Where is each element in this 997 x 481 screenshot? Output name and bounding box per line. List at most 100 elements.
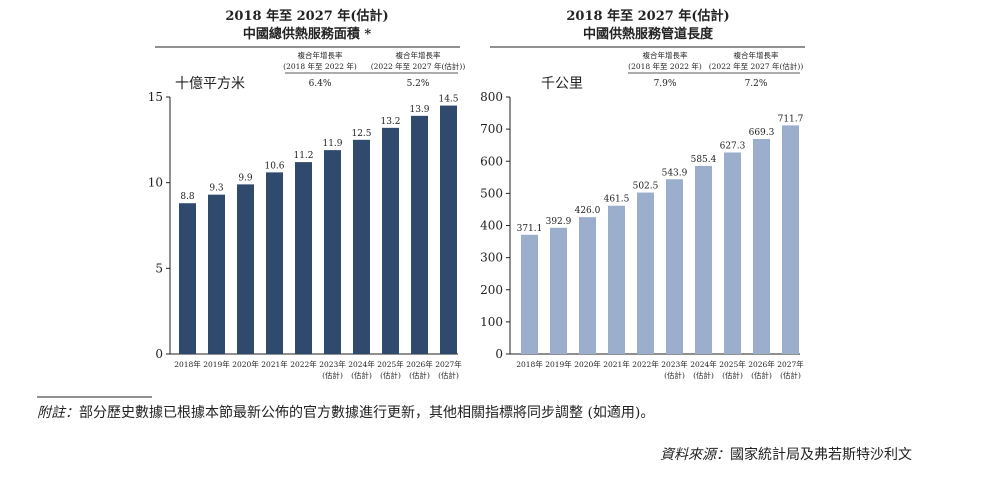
bar-2022年 <box>295 162 312 354</box>
bar-value-label: 8.8 <box>180 192 195 202</box>
x-tick-label: 2026年 <box>406 359 433 369</box>
bar-2026年 <box>411 115 428 354</box>
x-tick-sublabel: (估計) <box>722 370 743 380</box>
footnote-label: 附註： <box>37 405 79 421</box>
bar-value-label: 502.5 <box>633 182 659 192</box>
bar-2018年 <box>521 234 538 354</box>
cagr-label: 複合年增長率 <box>396 50 441 60</box>
y-tick-label: 700 <box>480 122 503 136</box>
cagr-value: 5.2% <box>407 79 430 89</box>
x-tick-label: 2020年 <box>232 359 259 369</box>
footnote: 附註：部分歷史數據已根據本節最新公佈的官方數據進行更新，其他相關指標將同步調整 … <box>37 402 654 422</box>
source-label: 資料來源： <box>660 447 730 463</box>
bar-value-label: 13.2 <box>380 117 400 127</box>
bar-value-label: 669.3 <box>749 128 775 138</box>
source-note: 資料來源：國家統計局及弗若斯特沙利文 <box>660 444 912 464</box>
bar-2020年 <box>237 184 254 354</box>
x-tick-label: 2026年 <box>748 359 775 369</box>
y-tick-label: 100 <box>480 315 503 329</box>
bar-value-label: 543.9 <box>662 168 688 178</box>
footnote-text: 部分歷史數據已根據本節最新公佈的官方數據進行更新，其他相關指標將同步調整 (如適… <box>79 405 655 421</box>
bar-2027年 <box>440 105 457 354</box>
bar-value-label: 711.7 <box>778 114 804 124</box>
bar-2026年 <box>753 138 770 354</box>
cagr-period: (2022 年至 2027 年(估計)) <box>709 61 804 71</box>
bar-value-label: 426.0 <box>575 206 601 216</box>
bar-value-label: 13.9 <box>409 105 429 115</box>
bar-2024年 <box>695 165 712 354</box>
x-tick-label: 2020年 <box>574 359 601 369</box>
y-tick-label: 600 <box>480 154 503 168</box>
bar-value-label: 585.4 <box>691 155 717 165</box>
x-tick-label: 2019年 <box>203 359 230 369</box>
bar-2018年 <box>179 203 196 354</box>
x-tick-sublabel: (估計) <box>780 370 801 380</box>
x-tick-label: 2021年 <box>603 359 630 369</box>
x-tick-sublabel: (估計) <box>438 370 459 380</box>
cagr-label: 複合年增長率 <box>298 50 343 60</box>
x-tick-sublabel: (估計) <box>693 370 714 380</box>
x-tick-sublabel: (估計) <box>380 370 401 380</box>
y-axis-unit-label: 千公里 <box>541 76 583 92</box>
bar-value-label: 627.3 <box>720 141 746 151</box>
bar-value-label: 10.6 <box>264 161 284 171</box>
cagr-value: 6.4% <box>309 79 332 89</box>
bar-2021年 <box>266 172 283 354</box>
source-text: 國家統計局及弗若斯特沙利文 <box>730 447 912 463</box>
bar-2021年 <box>608 205 625 354</box>
cagr-value: 7.9% <box>654 79 677 89</box>
y-tick-label: 0 <box>155 347 163 361</box>
bar-value-label: 371.1 <box>517 224 543 234</box>
y-tick-label: 500 <box>480 186 503 200</box>
bar-2019年 <box>550 227 567 354</box>
x-tick-sublabel: (估計) <box>351 370 372 380</box>
cagr-period: (2022 年至 2027 年(估計)) <box>371 61 466 71</box>
bar-value-label: 14.5 <box>438 95 458 105</box>
bar-value-label: 9.9 <box>238 173 253 183</box>
cagr-label: 複合年增長率 <box>734 50 779 60</box>
x-tick-label: 2019年 <box>545 359 572 369</box>
bar-2025年 <box>724 152 741 354</box>
x-tick-sublabel: (估計) <box>751 370 772 380</box>
y-tick-label: 15 <box>148 90 163 104</box>
bar-2019年 <box>208 194 225 354</box>
bar-value-label: 9.3 <box>209 184 224 194</box>
cagr-value: 7.2% <box>745 79 768 89</box>
y-tick-label: 300 <box>480 251 503 265</box>
y-tick-label: 10 <box>148 176 163 190</box>
bar-2024年 <box>353 139 370 354</box>
x-tick-label: 2023年 <box>661 359 688 369</box>
y-axis-unit-label: 十億平方米 <box>175 76 245 92</box>
y-tick-label: 800 <box>480 90 503 104</box>
x-tick-label: 2027年 <box>435 359 462 369</box>
cagr-label: 複合年增長率 <box>643 50 688 60</box>
bar-2023年 <box>324 150 341 354</box>
x-tick-sublabel: (估計) <box>664 370 685 380</box>
x-tick-label: 2018年 <box>516 359 543 369</box>
cagr-period: (2018 年至 2022 年) <box>628 61 702 71</box>
chart-title: 2018 年至 2027 年(估計) <box>225 8 388 24</box>
bar-value-label: 461.5 <box>604 195 630 205</box>
x-tick-label: 2025年 <box>719 359 746 369</box>
x-tick-label: 2022年 <box>290 359 317 369</box>
chart-subtitle: 中國供熱服務管道長度 <box>583 26 714 42</box>
x-tick-label: 2024年 <box>690 359 717 369</box>
x-tick-label: 2025年 <box>377 359 404 369</box>
y-tick-label: 400 <box>480 219 503 233</box>
bar-2020年 <box>579 217 596 354</box>
bar-2023年 <box>666 179 683 354</box>
x-tick-sublabel: (估計) <box>322 370 343 380</box>
x-tick-label: 2023年 <box>319 359 346 369</box>
x-tick-label: 2022年 <box>632 359 659 369</box>
bar-value-label: 392.9 <box>546 217 572 227</box>
chart-title: 2018 年至 2027 年(估計) <box>566 8 729 24</box>
cagr-period: (2018 年至 2022 年) <box>283 61 357 71</box>
bar-2022年 <box>637 192 654 354</box>
bar-2027年 <box>782 125 799 355</box>
x-tick-sublabel: (估計) <box>409 370 430 380</box>
x-tick-label: 2024年 <box>348 359 375 369</box>
y-tick-label: 200 <box>480 283 503 297</box>
chart-subtitle: 中國總供熱服務面積 * <box>243 26 372 42</box>
bar-value-label: 11.9 <box>322 139 342 149</box>
